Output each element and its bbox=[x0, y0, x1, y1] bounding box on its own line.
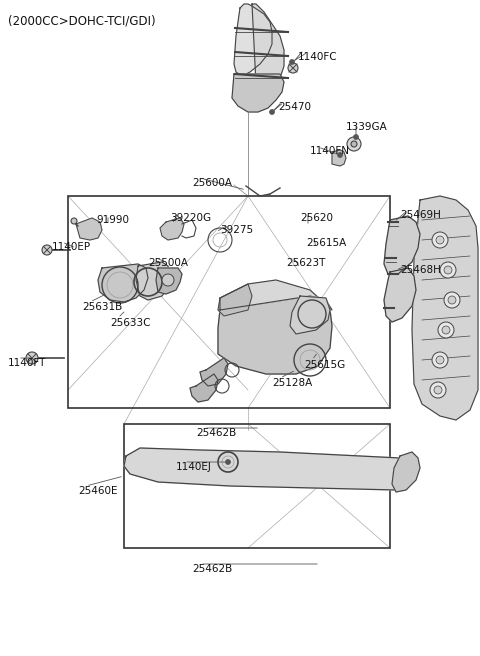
Polygon shape bbox=[98, 264, 148, 302]
Text: 1140FN: 1140FN bbox=[310, 146, 350, 156]
Text: 25623T: 25623T bbox=[286, 258, 325, 268]
Polygon shape bbox=[76, 218, 102, 240]
Text: 25500A: 25500A bbox=[148, 258, 188, 268]
Polygon shape bbox=[156, 268, 182, 294]
Polygon shape bbox=[232, 74, 284, 112]
Circle shape bbox=[288, 63, 298, 73]
Text: 25462B: 25462B bbox=[196, 428, 236, 438]
Bar bbox=[68, 196, 390, 408]
Text: 39220G: 39220G bbox=[170, 213, 211, 223]
Circle shape bbox=[444, 266, 452, 274]
Text: 25620: 25620 bbox=[300, 213, 333, 223]
Text: 25460E: 25460E bbox=[78, 486, 118, 496]
Circle shape bbox=[430, 382, 446, 398]
Text: 25631B: 25631B bbox=[82, 302, 122, 312]
Text: 91990: 91990 bbox=[96, 215, 129, 225]
Text: 25470: 25470 bbox=[278, 102, 311, 112]
Bar bbox=[124, 424, 390, 548]
Circle shape bbox=[289, 60, 295, 64]
Polygon shape bbox=[290, 296, 330, 334]
Polygon shape bbox=[384, 268, 416, 322]
Text: 25468H: 25468H bbox=[400, 265, 441, 275]
Circle shape bbox=[26, 352, 38, 364]
Polygon shape bbox=[160, 218, 184, 240]
Polygon shape bbox=[252, 4, 284, 90]
Text: 25615A: 25615A bbox=[306, 238, 346, 248]
Circle shape bbox=[432, 232, 448, 248]
Text: 25462B: 25462B bbox=[192, 564, 232, 574]
Polygon shape bbox=[412, 196, 478, 420]
Polygon shape bbox=[218, 284, 252, 316]
Circle shape bbox=[448, 296, 456, 304]
Text: 1140FC: 1140FC bbox=[298, 52, 337, 62]
Text: 25128A: 25128A bbox=[272, 378, 312, 388]
Text: (2000CC>DOHC-TCI/GDI): (2000CC>DOHC-TCI/GDI) bbox=[8, 14, 156, 27]
Polygon shape bbox=[332, 150, 346, 166]
Circle shape bbox=[337, 152, 343, 157]
Circle shape bbox=[42, 245, 52, 255]
Circle shape bbox=[438, 322, 454, 338]
Circle shape bbox=[71, 218, 77, 224]
Polygon shape bbox=[384, 216, 420, 274]
Circle shape bbox=[347, 137, 361, 151]
Circle shape bbox=[353, 134, 359, 140]
Circle shape bbox=[442, 326, 450, 334]
Text: 25469H: 25469H bbox=[400, 210, 441, 220]
Polygon shape bbox=[190, 374, 218, 402]
Polygon shape bbox=[218, 296, 332, 374]
Polygon shape bbox=[200, 358, 228, 386]
Circle shape bbox=[436, 236, 444, 244]
Circle shape bbox=[269, 110, 275, 115]
Text: 25633C: 25633C bbox=[110, 318, 151, 328]
Circle shape bbox=[432, 352, 448, 368]
Text: 25615G: 25615G bbox=[304, 360, 345, 370]
Polygon shape bbox=[392, 452, 420, 492]
Text: 1339GA: 1339GA bbox=[346, 122, 388, 132]
Text: 25600A: 25600A bbox=[192, 178, 232, 188]
Polygon shape bbox=[220, 280, 332, 310]
Polygon shape bbox=[136, 262, 170, 300]
Text: 1140EP: 1140EP bbox=[52, 242, 91, 252]
Polygon shape bbox=[124, 448, 412, 490]
Circle shape bbox=[440, 262, 456, 278]
Text: 1140FT: 1140FT bbox=[8, 358, 47, 368]
Circle shape bbox=[226, 459, 230, 464]
Polygon shape bbox=[234, 4, 272, 76]
Circle shape bbox=[162, 274, 174, 286]
Circle shape bbox=[434, 386, 442, 394]
Circle shape bbox=[351, 141, 357, 147]
Circle shape bbox=[436, 356, 444, 364]
Text: 39275: 39275 bbox=[220, 225, 253, 235]
Circle shape bbox=[444, 292, 460, 308]
Text: 1140EJ: 1140EJ bbox=[176, 462, 212, 472]
